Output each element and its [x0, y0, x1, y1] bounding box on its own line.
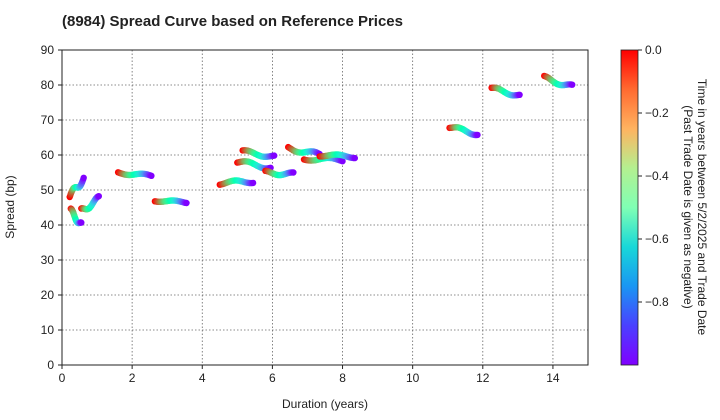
x-tick-label: 6	[269, 371, 276, 385]
scatter-point	[569, 81, 576, 88]
y-tick-label: 20	[41, 288, 55, 302]
scatter-point	[516, 91, 523, 99]
colorbar-tick-label: −0.4	[645, 169, 669, 183]
scatter-point	[95, 193, 103, 200]
y-axis-label: Spread (bp)	[3, 175, 17, 238]
x-tick-label: 0	[59, 371, 66, 385]
x-tick-label: 12	[476, 371, 490, 385]
scatter-point	[78, 219, 85, 226]
x-tick-label: 14	[546, 371, 560, 385]
x-axis-label: Duration (years)	[282, 397, 368, 411]
y-tick-label: 30	[41, 253, 55, 267]
y-tick-label: 10	[41, 323, 55, 337]
scatter-point	[148, 172, 155, 179]
x-axis-ticks: 0 2 4 6 8 10 12 14	[59, 365, 560, 385]
y-axis-ticks: 0 10 20 30 40 50 60 70 80 90	[41, 43, 62, 372]
x-tick-label: 10	[406, 371, 420, 385]
y-tick-label: 80	[41, 78, 55, 92]
colorbar-label-line1: Time in years between 5/2/2025 and Trade…	[695, 79, 709, 336]
colorbar-tick-label: −0.6	[645, 232, 669, 246]
y-tick-label: 90	[41, 43, 55, 57]
colorbar	[620, 49, 639, 366]
colorbar-tick-label: 0.0	[645, 43, 662, 57]
scatter-point	[249, 179, 257, 187]
x-tick-label: 8	[339, 371, 346, 385]
grid-lines	[62, 50, 588, 365]
colorbar-tick-label: −0.2	[645, 106, 669, 120]
y-tick-label: 50	[41, 183, 55, 197]
y-tick-label: 0	[47, 358, 54, 372]
y-tick-label: 70	[41, 113, 55, 127]
x-tick-label: 2	[129, 371, 136, 385]
colorbar-tick-label: −0.8	[645, 295, 669, 309]
scatter-point	[339, 158, 346, 165]
x-tick-label: 4	[199, 371, 206, 385]
y-tick-label: 60	[41, 148, 55, 162]
scatter-point	[351, 154, 358, 162]
colorbar-label-line2: (Past Trade Date is given as negative)	[681, 105, 695, 308]
y-tick-label: 40	[41, 218, 55, 232]
scatter-point	[80, 174, 87, 181]
scatter-point	[183, 199, 190, 207]
plot-area	[62, 50, 588, 365]
colorbar-ticks: 0.0 −0.2 −0.4 −0.6 −0.8	[638, 43, 669, 309]
plot-frame	[61, 49, 589, 366]
scatter-points	[66, 72, 576, 227]
scatter-point	[474, 131, 481, 139]
scatter-point	[271, 152, 278, 159]
chart-title: (8984) Spread Curve based on Reference P…	[62, 13, 403, 30]
scatter-point	[290, 169, 297, 176]
